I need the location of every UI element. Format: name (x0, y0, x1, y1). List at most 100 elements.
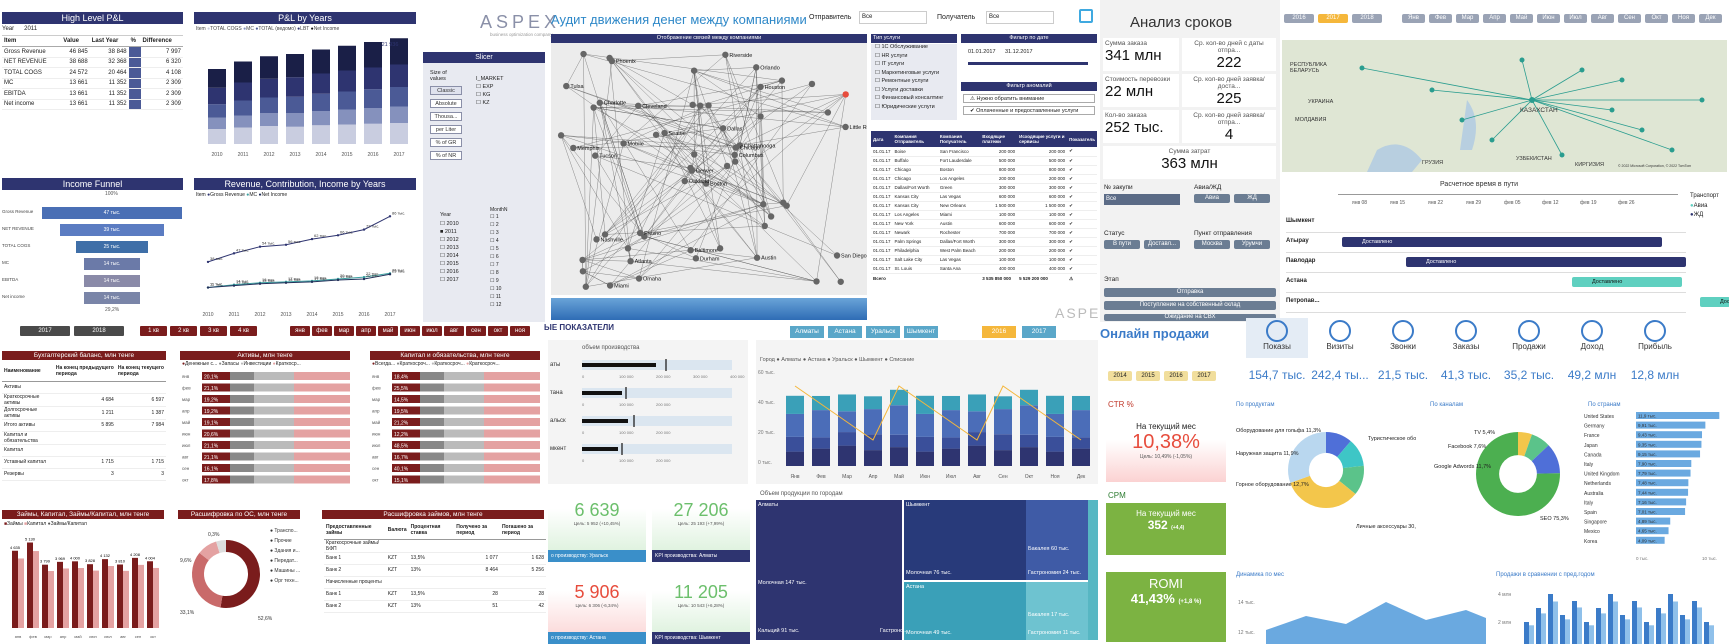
bal-month[interactable]: июн (400, 326, 420, 336)
tree-almaty[interactable]: Алматы Молочная 147 тыс. Кальций 91 тыс. (756, 500, 902, 640)
status-delivered-button[interactable]: Доставл... (1144, 240, 1180, 249)
size-absolute-button[interactable]: Absolute (430, 99, 462, 108)
tree-astana[interactable]: Астана Молочная 49 тыс. (904, 582, 1026, 640)
city-uralsk-button[interactable]: Уральск (866, 326, 900, 338)
route-map[interactable] (1282, 40, 1727, 172)
online-tab-Звонки[interactable]: Звонки (1372, 318, 1434, 358)
bal-month[interactable]: ноя (510, 326, 530, 336)
service-item[interactable]: ☐ Маркетинговые услуги (875, 69, 940, 76)
size-nr-button[interactable]: % of NR (430, 151, 462, 160)
map-month-Мар[interactable]: Мар (1456, 14, 1479, 23)
table-row[interactable]: 01.01.17 Newark Rochester 700 000 700 000 ✔ (871, 228, 1097, 237)
year-item[interactable]: ☐ 2012 (440, 237, 459, 243)
year-item[interactable]: ☐ 2015 (440, 261, 459, 267)
online-year-2015[interactable]: 2015 (1136, 371, 1160, 381)
online-tab-Показы[interactable]: Показы (1246, 318, 1308, 358)
bal-month[interactable]: янв (290, 326, 310, 336)
map-month-Авг[interactable]: Авг (1591, 14, 1614, 23)
date-to[interactable]: 31.12.2017 (1005, 49, 1033, 55)
map-year-2018[interactable]: 2018 (1352, 14, 1382, 23)
origin-urumqi-button[interactable]: Урумчи (1234, 240, 1270, 249)
year-item[interactable]: ☐ 2014 (440, 253, 459, 259)
filter-icon[interactable] (1079, 9, 1093, 23)
tree-astana-2[interactable]: Бакалея 17 тыс. Гастрономия 11 тыс. (1026, 582, 1088, 640)
online-tab-Доход[interactable]: Доход (1561, 318, 1623, 358)
month-item[interactable]: ☐ 12 (490, 302, 502, 308)
month-item[interactable]: ☐ 10 (490, 286, 502, 292)
tree-other[interactable] (1088, 500, 1098, 640)
map-month-Янв[interactable]: Янв (1402, 14, 1425, 23)
network-graph[interactable]: Boston Denver Chicago Orlando Houston Phoenix… (551, 43, 867, 295)
online-year-2014[interactable]: 2014 (1108, 371, 1132, 381)
market-item[interactable]: ☐ KG (476, 92, 491, 98)
month-item[interactable]: ☐ 6 (490, 254, 499, 260)
purchase-select[interactable]: Все (1104, 194, 1180, 205)
bal-quarter[interactable]: 3 кв (200, 326, 227, 336)
bal-quarter[interactable]: 2 кв (170, 326, 197, 336)
table-row[interactable]: 01.01.17 Chicago Boston 800 000 800 000 ✔ (871, 165, 1097, 174)
size-thousand-button[interactable]: Thousa... (430, 112, 462, 121)
month-item[interactable]: ☐ 5 (490, 246, 499, 252)
market-item[interactable]: ☐ KZ (476, 100, 490, 106)
table-row[interactable]: 01.01.17 Los Angeles Miami 100 000 100 000 ✔ (871, 210, 1097, 219)
year-item[interactable]: ☐ 2016 (440, 269, 459, 275)
bal-month[interactable]: сен (466, 326, 486, 336)
service-item[interactable]: ☐ 1С Обслуживание (875, 44, 928, 50)
map-month-Фев[interactable]: Фев (1429, 14, 1452, 23)
bal-quarter[interactable]: 1 кв (140, 326, 167, 336)
kpi-year-2016[interactable]: 2016 (982, 326, 1016, 338)
bal-month[interactable]: май (378, 326, 398, 336)
service-item[interactable]: ☐ HR услуги (875, 52, 908, 59)
size-classic-button[interactable]: Classic (430, 86, 462, 95)
gantt-bar[interactable]: Доставлено (1700, 297, 1729, 307)
online-tab-Визиты[interactable]: Визиты (1309, 318, 1371, 358)
year-item[interactable]: ☐ 2017 (440, 277, 459, 283)
city-astana-button[interactable]: Астана (828, 326, 862, 338)
anomaly-paid[interactable]: ✔ Оплаченные и предоставленные услуги (963, 106, 1095, 115)
table-row[interactable]: 01.01.17 Palm Springs Dallas/Fort Worth 300… (871, 237, 1097, 246)
online-tab-Заказы[interactable]: Заказы (1435, 318, 1497, 358)
table-row[interactable]: 01.01.17 St. Louis Santa Ana 400 000 400 000… (871, 264, 1097, 273)
table-row[interactable]: 01.01.17 Salt Lake City Las Vegas 100 000 10… (871, 255, 1097, 264)
city-almaty-button[interactable]: Алматы (790, 326, 824, 338)
sender-select[interactable]: Все (859, 11, 927, 24)
tree-shymkent-2[interactable]: Бакалея 60 тыс. Гастрономия 24 тыс. (1026, 500, 1088, 580)
bal-year-2018[interactable]: 2018 (74, 326, 124, 336)
date-slider[interactable] (968, 62, 1088, 65)
online-year-2016[interactable]: 2016 (1164, 371, 1188, 381)
bal-quarter[interactable]: 4 кв (230, 326, 257, 336)
tree-shymkent[interactable]: Шымкент Молочная 76 тыс. (904, 500, 1026, 580)
stage-warehouse-button[interactable]: Поступление на собственный склад (1104, 301, 1276, 310)
table-row[interactable]: 01.01.17 Kansas City Las Vegas 600 000 600 0… (871, 192, 1097, 201)
service-item[interactable]: ☐ Услуги доставки (875, 86, 923, 93)
month-item[interactable]: ☐ 2 (490, 222, 499, 228)
map-month-Окт[interactable]: Окт (1645, 14, 1668, 23)
treemap[interactable]: Алматы Молочная 147 тыс. Кальций 91 тыс.… (756, 500, 1098, 640)
gantt-bar[interactable]: Доставлено (1406, 257, 1686, 267)
map-month-Сен[interactable]: Сен (1618, 14, 1641, 23)
service-item[interactable]: ☐ Финансовый консалтинг (875, 95, 944, 101)
map-month-Июн[interactable]: Июн (1537, 14, 1560, 23)
map-month-Июл[interactable]: Июл (1564, 14, 1587, 23)
month-item[interactable]: ☐ 9 (490, 278, 499, 284)
bal-month[interactable]: апр (356, 326, 376, 336)
bal-month[interactable]: мар (334, 326, 354, 336)
map-month-Дек[interactable]: Дек (1699, 14, 1722, 23)
map-year-2016[interactable]: 2016 (1284, 14, 1314, 23)
stage-customs-button[interactable]: Ожидание на СВХ (1104, 314, 1276, 321)
kpi-year-2017[interactable]: 2017 (1022, 326, 1056, 338)
avia-button[interactable]: Авиа (1194, 194, 1230, 203)
month-item[interactable]: ☐ 8 (490, 270, 499, 276)
table-row[interactable]: 01.01.17 Chicago Los Angeles 200 000 200 000… (871, 174, 1097, 183)
gantt-bar[interactable]: Доставлено (1572, 277, 1682, 287)
rail-button[interactable]: ЖД (1234, 194, 1270, 203)
service-item[interactable]: ☐ IT услуги (875, 61, 905, 67)
status-transit-button[interactable]: В пути (1104, 240, 1140, 249)
table-row[interactable]: 01.01.17 Dallas/Fort Worth Green 300 000 300… (871, 183, 1097, 192)
service-item[interactable]: ☐ Ремонтные услуги (875, 78, 929, 84)
table-row[interactable]: 01.01.17 Buffalo Fort Lauderdale 500 000 500… (871, 156, 1097, 165)
anomaly-attention[interactable]: ⚠ Нужно обратить внимание (963, 94, 1095, 103)
year-item[interactable]: ☐ 2013 (440, 245, 459, 251)
map-month-Ноя[interactable]: Ноя (1672, 14, 1695, 23)
bal-month[interactable]: окт (488, 326, 508, 336)
